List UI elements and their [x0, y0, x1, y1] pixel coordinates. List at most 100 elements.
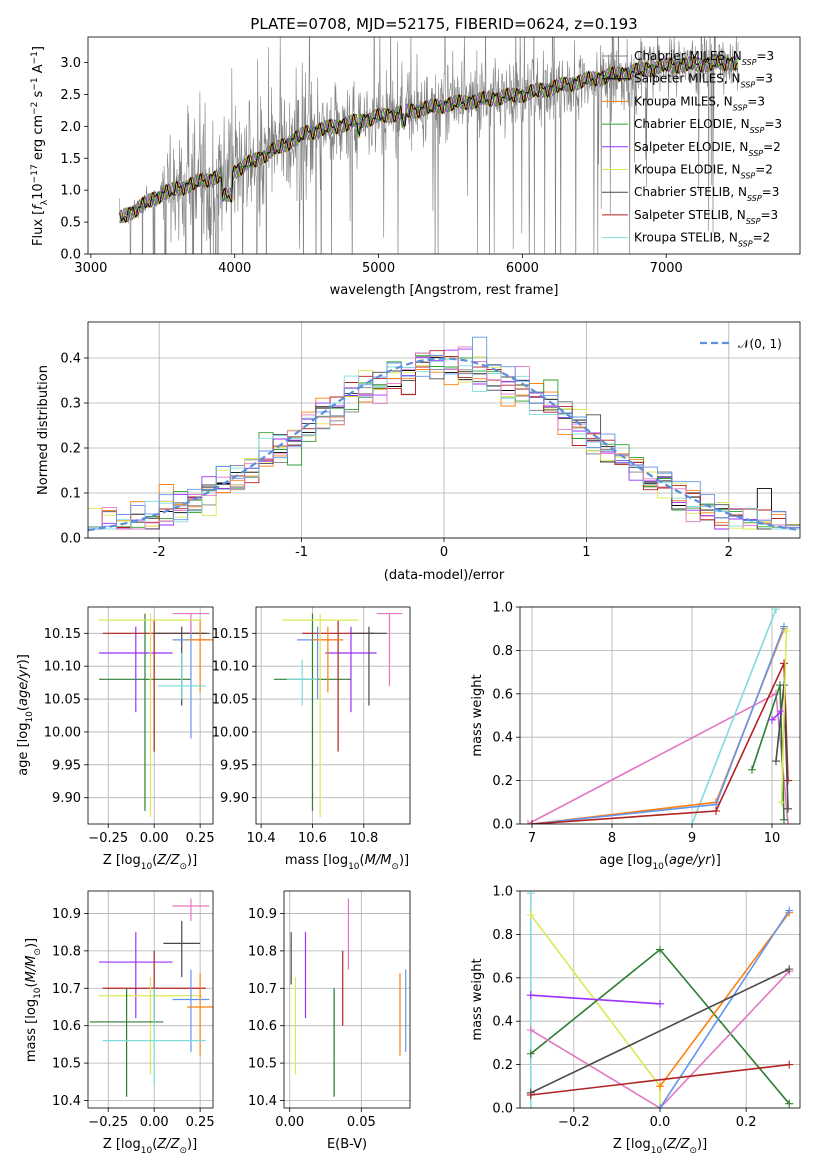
- legend-label: Kroupa STELIB, NSSP=2: [634, 231, 770, 249]
- y-tick-label: 10.05: [212, 693, 249, 708]
- y-tick-label: 2.0: [60, 120, 81, 135]
- axes-mass-weight-vs-age: 7 8 9 10 0.0 0.2 0.4 0.6 0.8 1.0: [492, 601, 801, 846]
- y-axis-label: age [log10(age/yr)]: [16, 654, 35, 776]
- legend-label: Salpeter ELODIE, NSSP=2: [634, 140, 781, 158]
- axes-frame: [519, 890, 801, 1109]
- weight-marker: [712, 806, 720, 815]
- y-tick-label: 3.0: [60, 56, 81, 71]
- y-tick-label: 10.15: [212, 627, 249, 642]
- y-tick-label: 0.8: [492, 644, 513, 659]
- x-tick-label: 10.4: [247, 831, 276, 846]
- weight-marker: [656, 945, 664, 954]
- weight-marker: [785, 906, 794, 915]
- y-tick-label: 10.4: [52, 1094, 81, 1109]
- weight-marker: [780, 815, 788, 824]
- weight-marker: [748, 765, 756, 774]
- weight-marker: [784, 804, 792, 813]
- axes-mass-vs-Z: −0.25 0.00 0.25 10.4 10.5 10.6 10.7 10.8 10.9: [52, 890, 215, 1130]
- x-axis-label: E(B-V): [327, 1137, 367, 1152]
- legend: Chabrier MILES, NSSP=3 Salpeter MILES, NS…: [602, 49, 782, 248]
- x-tick-label: -2: [153, 545, 166, 560]
- weight-marker: [526, 1049, 535, 1058]
- x-axis-label: Z [log10(Z/Z⊙)]: [103, 853, 197, 872]
- x-tick-label: 2: [725, 545, 733, 560]
- plot-area-mass-vs-EBV: [290, 898, 407, 1097]
- axes-frame: [87, 890, 214, 1109]
- weight-line: [530, 1063, 790, 1096]
- weight-line: [691, 608, 777, 824]
- y-tick-label: 0.8: [492, 928, 513, 943]
- y-tick-label: 9.90: [220, 791, 249, 806]
- x-tick-label: 4000: [218, 261, 251, 276]
- weight-line: [530, 968, 790, 1094]
- x-tick-label: 10: [764, 831, 781, 846]
- y-tick-label: 10.15: [44, 627, 81, 642]
- y-tick-label: 2.5: [60, 88, 81, 103]
- chart-title: PLATE=0708, MJD=52175, FIBERID=0624, z=0…: [250, 15, 637, 33]
- y-tick-label: 9.90: [52, 791, 81, 806]
- y-tick-label: 10.4: [248, 1094, 277, 1109]
- legend-label: Salpeter STELIB, NSSP=3: [634, 208, 778, 226]
- weight-line: [659, 910, 790, 1108]
- legend-label: Chabrier ELODIE, NSSP=3: [634, 117, 782, 135]
- weight-marker: [780, 659, 788, 668]
- y-tick-label: 0.2: [492, 774, 513, 789]
- x-tick-label: 1: [582, 545, 590, 560]
- y-axis-label: mass weight: [470, 674, 485, 756]
- y-tick-label: 1.0: [60, 184, 81, 199]
- y-tick-label: 0.5: [60, 216, 81, 231]
- y-tick-label: 1.5: [60, 152, 81, 167]
- x-axis-label: Z [log10(Z/Z⊙)]: [613, 1137, 707, 1156]
- y-tick-label: 10.9: [248, 907, 277, 922]
- axes-frame: [519, 606, 801, 825]
- legend-label-normal: 𝒩(0, 1): [738, 337, 782, 351]
- axes-age-vs-Z: −0.25 0.00 0.25 9.90 9.95 10.00 10.05 10.10 10.1…: [44, 606, 215, 846]
- weight-marker: [777, 798, 786, 807]
- weight-line: [527, 692, 789, 824]
- axes-frame: [87, 321, 801, 539]
- x-axis-label: age [log10(age/yr)]: [599, 853, 721, 872]
- plot-area-age-vs-mass: [273, 612, 403, 818]
- weight-line: [771, 710, 783, 721]
- x-tick-label: −0.25: [88, 1115, 128, 1130]
- y-tick-label: 10.8: [52, 944, 81, 959]
- x-tick-label: 9: [688, 831, 696, 846]
- axes-mass-weight-vs-Z: −0.2 0.0 0.2 0.0 0.2 0.4 0.6 0.8 1.0: [492, 885, 801, 1130]
- axes-spectrum: 3000 4000 5000 6000 7000 0.0 0.5 1.0 1.5 2.0 2.5 3.…: [60, 36, 801, 276]
- weight-marker: [782, 626, 791, 635]
- y-tick-label: 0.0: [492, 818, 513, 833]
- x-tick-label: 5000: [362, 261, 395, 276]
- y-tick-label: 10.6: [52, 1019, 81, 1034]
- x-tick-label: −0.2: [558, 1115, 590, 1130]
- y-axis-label: Normed distribution: [36, 365, 51, 495]
- y-tick-label: 0.2: [492, 1058, 513, 1073]
- normal-curve: [88, 357, 800, 532]
- y-tick-label: 0.4: [492, 1015, 513, 1030]
- model-line: [119, 54, 738, 224]
- x-tick-label: 0.00: [140, 1115, 169, 1130]
- plot-area-spectrum: [119, 37, 739, 254]
- legend-label: Chabrier MILES, NSSP=3: [634, 49, 774, 67]
- y-tick-label: 10.05: [44, 693, 81, 708]
- weight-marker: [656, 1104, 664, 1108]
- weight-marker: [688, 820, 696, 824]
- y-tick-label: 1.0: [492, 885, 513, 900]
- x-tick-label: 7: [528, 831, 536, 846]
- y-tick-label: 10.10: [212, 660, 249, 675]
- axes-frame: [87, 36, 801, 255]
- x-tick-label: 0.25: [186, 1115, 215, 1130]
- weight-marker: [784, 776, 792, 785]
- x-tick-label: 10.6: [298, 831, 327, 846]
- y-tick-label: 10.9: [52, 907, 81, 922]
- model-line: [119, 54, 738, 224]
- plot-area-residuals: [88, 336, 800, 532]
- weight-marker: [528, 820, 536, 824]
- y-tick-label: 10.10: [44, 660, 81, 675]
- axes-frame: [87, 606, 214, 825]
- legend-label: Kroupa ELODIE, NSSP=2: [634, 163, 773, 181]
- x-axis-label: mass [log10(M/M⊙)]: [285, 853, 409, 872]
- weight-marker: [526, 910, 535, 919]
- weight-marker: [526, 991, 535, 1000]
- weight-marker: [524, 820, 532, 824]
